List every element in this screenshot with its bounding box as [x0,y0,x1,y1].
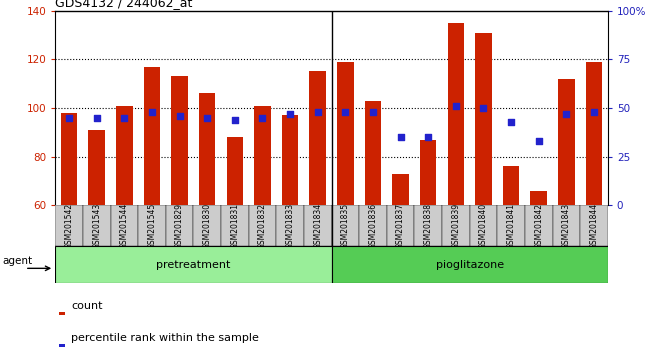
Text: GSM201844: GSM201844 [590,202,599,249]
Bar [304,205,332,246]
Point [313,109,323,115]
Point [395,134,406,140]
Bar [309,72,326,205]
Bar [55,205,83,246]
Point [478,105,489,111]
Text: GSM201833: GSM201833 [285,202,294,249]
Bar [276,205,304,246]
Point [257,115,268,120]
Point [64,115,74,120]
Bar [138,205,166,246]
Point [506,119,516,124]
Bar [558,79,575,205]
Text: pioglitazone: pioglitazone [436,259,504,270]
Bar [144,67,161,205]
Bar [254,105,271,205]
Point [450,103,461,109]
Bar [61,113,77,205]
Bar [332,246,608,283]
Point [561,111,571,117]
Text: GSM201835: GSM201835 [341,202,350,249]
Point [174,113,185,119]
Point [589,109,599,115]
Text: GSM201834: GSM201834 [313,202,322,249]
Bar [497,205,525,246]
Text: GSM201841: GSM201841 [506,203,515,249]
Text: GSM201831: GSM201831 [230,203,239,249]
Bar [281,115,298,205]
Text: GSM201840: GSM201840 [479,202,488,249]
Bar [111,205,138,246]
Point [423,134,434,140]
Text: GSM201544: GSM201544 [120,202,129,249]
Bar [199,93,216,205]
Bar [58,312,65,315]
Text: GSM201543: GSM201543 [92,202,101,249]
Text: GSM201839: GSM201839 [451,202,460,249]
Point [340,109,350,115]
Bar [332,205,359,246]
Text: GSM201542: GSM201542 [64,202,73,249]
Bar [194,205,221,246]
Bar [116,105,133,205]
Text: GSM201837: GSM201837 [396,202,405,249]
Bar [525,205,552,246]
Bar [420,139,437,205]
Point [229,117,240,122]
Bar [221,205,248,246]
Bar [469,205,497,246]
Text: count: count [72,301,103,311]
Bar [248,205,276,246]
Bar [552,205,580,246]
Point [285,111,295,117]
Text: GSM201830: GSM201830 [203,202,212,249]
Point [368,109,378,115]
Bar [442,205,469,246]
Bar [503,166,519,205]
Bar [172,76,188,205]
Bar [88,130,105,205]
Text: GSM201829: GSM201829 [175,203,184,249]
Bar [365,101,381,205]
Text: GSM201843: GSM201843 [562,202,571,249]
Bar [387,205,415,246]
Bar [447,23,464,205]
Bar [337,62,354,205]
Bar [475,33,491,205]
Point [147,109,157,115]
Text: GSM201832: GSM201832 [258,203,267,249]
Text: GSM201842: GSM201842 [534,203,543,249]
Bar [392,174,409,205]
Point [92,115,102,120]
Point [202,115,213,120]
Text: GDS4132 / 244062_at: GDS4132 / 244062_at [55,0,192,9]
Bar [83,205,111,246]
Bar [530,191,547,205]
Bar [55,246,332,283]
Text: percentile rank within the sample: percentile rank within the sample [72,333,259,343]
Text: GSM201836: GSM201836 [369,202,378,249]
Bar [166,205,194,246]
Bar [586,62,602,205]
Text: GSM201838: GSM201838 [424,203,433,249]
Bar [58,344,65,347]
Text: GSM201545: GSM201545 [148,202,157,249]
Text: pretreatment: pretreatment [156,259,231,270]
Bar [359,205,387,246]
Point [119,115,129,120]
Text: agent: agent [3,256,33,266]
Bar [415,205,442,246]
Bar [580,205,608,246]
Point [534,138,544,144]
Bar [227,137,243,205]
